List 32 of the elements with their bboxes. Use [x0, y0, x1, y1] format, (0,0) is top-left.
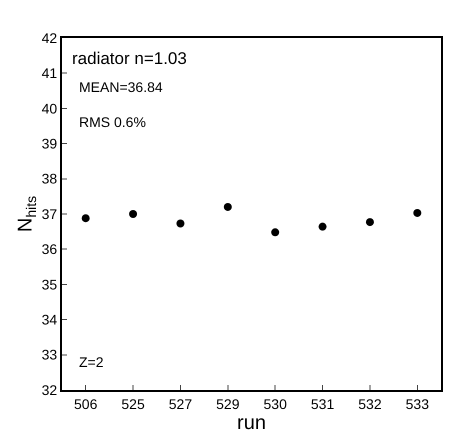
annotation: RMS 0.6%: [79, 114, 146, 130]
y-tick-label: 42: [42, 30, 58, 46]
x-axis-title: run: [237, 412, 266, 434]
y-tick-label: 34: [42, 312, 58, 328]
y-tick-label: 40: [42, 100, 58, 116]
y-tick-label: 32: [42, 382, 58, 398]
point: [176, 220, 184, 228]
y-tick-label: 37: [42, 206, 58, 222]
y-tick-label: 38: [42, 170, 58, 187]
point: [129, 210, 138, 218]
x-tick-label: 532: [358, 396, 382, 412]
x-tick-label: 531: [310, 396, 334, 412]
point: [413, 208, 422, 217]
y-tick-label: 39: [42, 136, 58, 152]
point: [271, 228, 280, 236]
y-tick-label: 41: [42, 65, 58, 82]
y-tick-label: 33: [42, 346, 58, 363]
x-tick-label: 506: [74, 396, 98, 412]
point: [366, 218, 374, 226]
x-tick-label: 529: [216, 396, 240, 412]
point: [224, 202, 232, 211]
x-tick-label: 525: [121, 396, 145, 412]
x-tick-label: 530: [264, 396, 288, 412]
annotation: MEAN=36.84: [79, 79, 163, 95]
x-tick-label: 533: [406, 396, 430, 412]
y-tick-label: 36: [42, 241, 58, 258]
x-tick-label: 527: [168, 396, 192, 412]
point: [82, 214, 90, 222]
y-tick-label: 35: [42, 276, 58, 292]
point: [318, 222, 327, 231]
text: radiator n=1.03: [72, 49, 187, 68]
annotation: Z=2: [79, 354, 104, 370]
